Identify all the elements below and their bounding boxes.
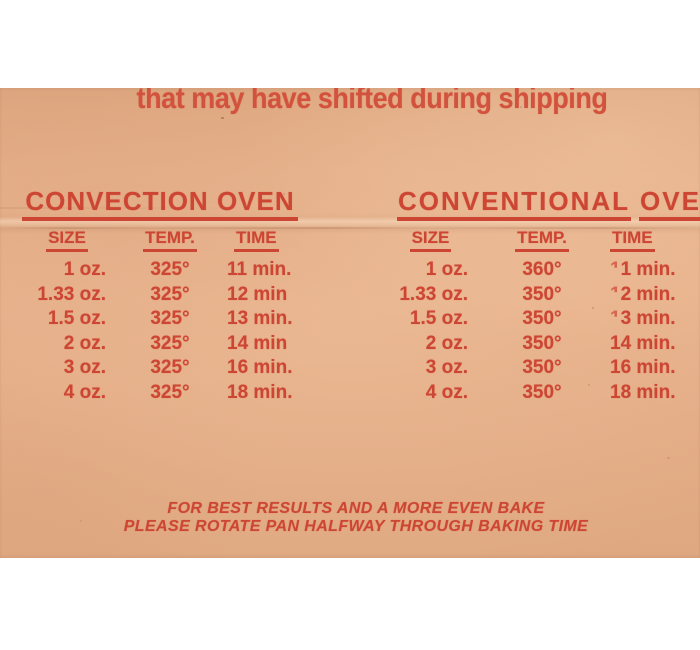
size-cell: 1 oz. xyxy=(425,259,468,280)
paper-speck xyxy=(588,384,590,386)
column-header-size: SIZE xyxy=(28,229,106,258)
time-cell: 18 min. xyxy=(227,381,293,403)
time-cell: 12 min. xyxy=(610,283,700,308)
temp-cell: 350° xyxy=(522,332,562,354)
conventional-temp-column: TEMP. 360° 350° 350° 350° 350° 350° xyxy=(493,229,591,405)
cardboard-panel: that may have shifted during shipping CO… xyxy=(0,88,700,558)
time-cell: 12 min xyxy=(227,283,288,305)
time-cell: 14 min. xyxy=(610,332,676,354)
temp-cell: 350° xyxy=(522,308,562,329)
faded-digit: 1 xyxy=(610,283,621,305)
rotation-note: FOR BEST RESULTS AND A MORE EVEN BAKE PL… xyxy=(0,500,700,535)
time-cell: 13 min. xyxy=(227,308,293,329)
size-cell: 4 oz. xyxy=(425,381,468,403)
paper-speck xyxy=(283,193,285,195)
faded-digit: 1 xyxy=(610,308,621,329)
convection-oven-table: CONVECTION OVEN SIZE 1 oz. 1.33 oz. 1.5 … xyxy=(22,188,308,403)
temp-cell: 325° xyxy=(150,308,190,329)
temp-cell: 325° xyxy=(150,283,190,305)
conventional-size-column: SIZE 1 oz. 1.33 oz. 1.5 oz. 2 oz. 3 oz. … xyxy=(393,229,470,405)
paper-speck xyxy=(520,106,522,108)
size-cell: 1.33 oz. xyxy=(37,283,106,305)
title-word: OVEN xyxy=(216,186,295,216)
size-cell: 2 oz. xyxy=(63,332,106,354)
convection-table-title: CONVECTION OVEN xyxy=(20,188,300,221)
size-cell: 1.33 oz. xyxy=(399,283,468,305)
title-word: CONVENTIONAL xyxy=(397,188,631,221)
temp-cell: 325° xyxy=(150,332,190,354)
temp-cell: 325° xyxy=(150,357,190,378)
conventional-oven-table: CONVENTIONALOVEN SIZE 1 oz. 1.33 oz. 1.5… xyxy=(393,188,700,403)
time-cell: 13 min. xyxy=(610,307,700,332)
cardboard-crease-line xyxy=(0,227,700,229)
temp-cell: 350° xyxy=(522,283,562,305)
size-cell: 3 oz. xyxy=(425,357,468,378)
title-word: CONVECTION xyxy=(25,186,209,216)
convection-size-column: SIZE 1 oz. 1.33 oz. 1.5 oz. 2 oz. 3 oz. … xyxy=(28,229,110,405)
time-cell: 11 min. xyxy=(227,259,292,280)
size-cell: 1.5 oz. xyxy=(47,308,106,329)
time-cell: 18 min. xyxy=(610,381,676,403)
time-cell: 16 min. xyxy=(227,357,293,378)
temp-cell: 325° xyxy=(150,259,190,280)
column-header-time: TIME xyxy=(227,229,322,258)
temp-cell: 350° xyxy=(522,357,562,378)
rotation-note-line1: FOR BEST RESULTS AND A MORE EVEN BAKE xyxy=(167,500,545,517)
paper-speck xyxy=(667,457,670,459)
size-cell: 2 oz. xyxy=(425,332,468,354)
time-cell: 14 min xyxy=(227,332,288,354)
convection-temp-column: TEMP. 325° 325° 325° 325° 325° 325° xyxy=(128,229,212,405)
conventional-time-column: TIME 11 min. 12 min. 13 min. 14 min. 16 … xyxy=(610,229,700,405)
cardboard-crease-minor xyxy=(0,207,260,209)
paper-speck xyxy=(221,117,224,119)
convection-time-column: TIME 11 min. 12 min 13 min. 14 min 16 mi… xyxy=(227,229,322,405)
title-word: OVEN xyxy=(639,188,700,221)
column-header-temp: TEMP. xyxy=(128,229,212,258)
temp-cell: 325° xyxy=(150,381,190,403)
size-cell: 1 oz. xyxy=(63,259,106,280)
rotation-note-line2: PLEASE ROTATE PAN HALFWAY THROUGH BAKING… xyxy=(123,517,589,535)
column-header-size: SIZE xyxy=(393,229,468,258)
paper-speck xyxy=(592,307,594,309)
temp-cell: 350° xyxy=(522,381,562,403)
shipping-notice-text: that may have shifted during shipping xyxy=(136,88,608,115)
column-header-temp: TEMP. xyxy=(493,229,591,258)
time-cell: 11 min. xyxy=(610,258,700,283)
size-cell: 4 oz. xyxy=(63,381,106,403)
column-header-time: TIME xyxy=(610,229,700,258)
time-cell: 16 min. xyxy=(610,357,676,378)
paper-speck xyxy=(80,520,82,522)
conventional-table-title: CONVENTIONALOVEN xyxy=(393,188,700,221)
temp-cell: 360° xyxy=(522,259,562,280)
size-cell: 1.5 oz. xyxy=(409,308,468,329)
size-cell: 3 oz. xyxy=(63,357,106,378)
faded-digit: 1 xyxy=(610,259,621,280)
